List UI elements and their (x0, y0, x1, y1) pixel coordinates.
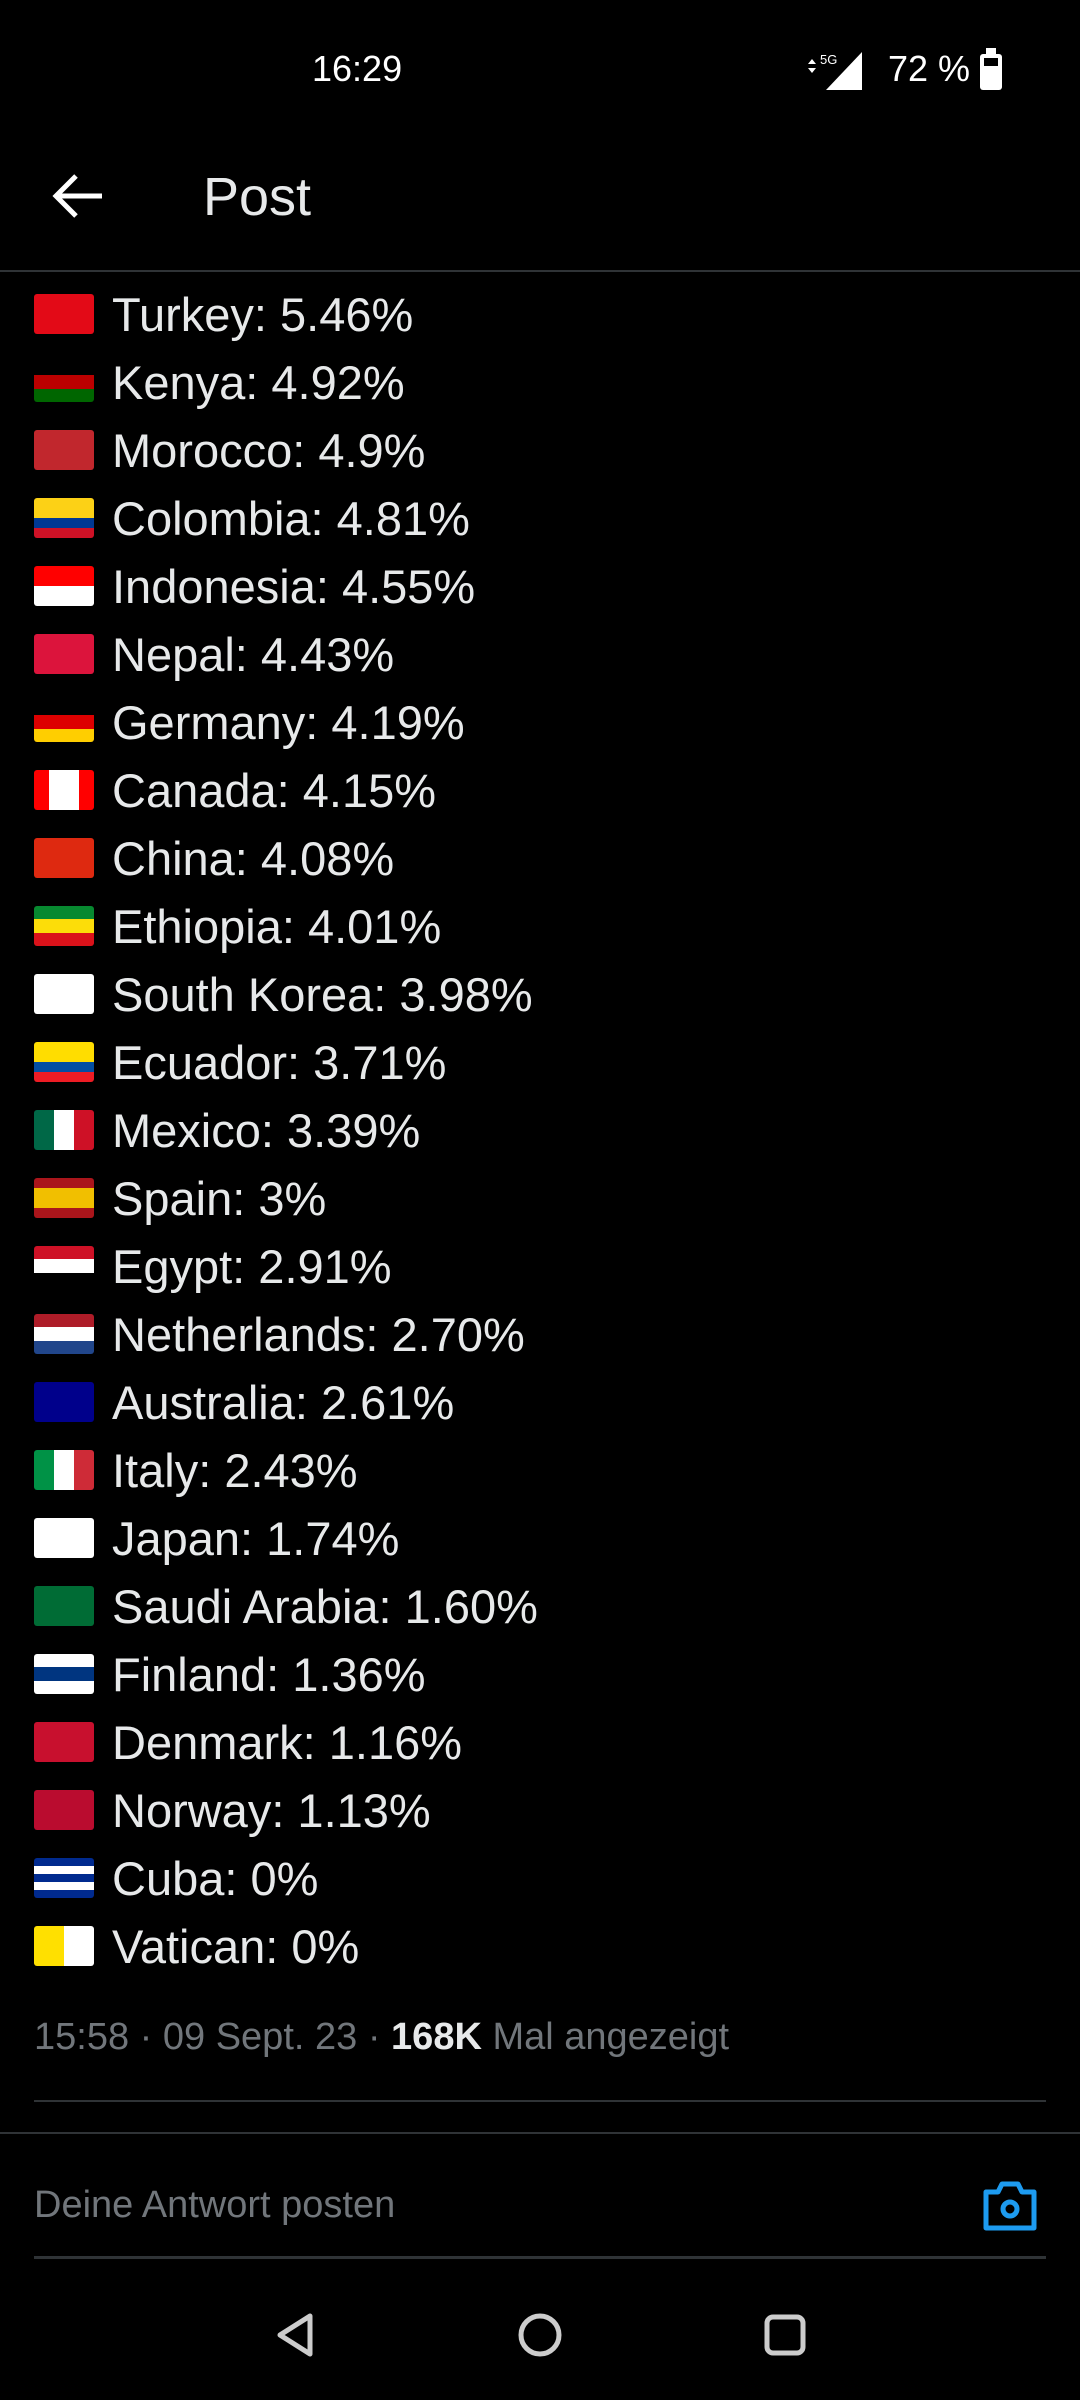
list-item: Colombia: 4.81% (34, 484, 1034, 552)
list-item: Norway: 1.13% (34, 1776, 1034, 1844)
signal-icon: 5G (808, 52, 862, 90)
flag-icon (34, 1450, 94, 1490)
item-label: Mexico: 3.39% (112, 1103, 421, 1157)
flag-icon (34, 1722, 94, 1762)
item-label: Cuba: 0% (112, 1851, 319, 1905)
list-item: Saudi Arabia: 1.60% (34, 1572, 1034, 1640)
list-item: Netherlands: 2.70% (34, 1300, 1034, 1368)
status-bar: 16:29 5G 72 % (0, 0, 1080, 140)
list-item: Japan: 1.74% (34, 1504, 1034, 1572)
camera-icon[interactable] (982, 2180, 1038, 2232)
item-label: Morocco: 4.9% (112, 423, 426, 477)
flag-icon (34, 1518, 94, 1558)
flag-icon (34, 1858, 94, 1898)
flag-icon (34, 294, 94, 334)
list-item: Turkey: 5.46% (34, 280, 1034, 348)
item-label: Turkey: 5.46% (112, 287, 414, 341)
battery-percent: 72 % (888, 48, 971, 89)
list-item: Kenya: 4.92% (34, 348, 1034, 416)
list-item: Mexico: 3.39% (34, 1096, 1034, 1164)
post-date[interactable]: 09 Sept. 23 (162, 2016, 358, 2058)
item-label: Saudi Arabia: 1.60% (112, 1579, 538, 1633)
flag-icon (34, 770, 94, 810)
flag-icon (34, 1586, 94, 1626)
arrow-left-icon[interactable] (50, 168, 110, 224)
list-item: Egypt: 2.91% (34, 1232, 1034, 1300)
flag-icon (34, 906, 94, 946)
home-circle-icon[interactable] (515, 2310, 565, 2360)
views-label: Mal angezeigt (492, 2016, 730, 2058)
reply-input[interactable]: Deine Antwort posten (34, 2184, 396, 2226)
status-time: 16:29 (312, 48, 403, 89)
flag-icon (34, 1382, 94, 1422)
svg-text:5G: 5G (820, 52, 837, 67)
list-item: Denmark: 1.16% (34, 1708, 1034, 1776)
flag-icon (34, 1790, 94, 1830)
item-label: Italy: 2.43% (112, 1443, 358, 1497)
list-item: Germany: 4.19% (34, 688, 1034, 756)
flag-icon (34, 1042, 94, 1082)
flag-icon (34, 634, 94, 674)
item-label: Nepal: 4.43% (112, 627, 395, 681)
top-bar: Post (0, 140, 1080, 272)
flag-icon (34, 702, 94, 742)
list-item: Ecuador: 3.71% (34, 1028, 1034, 1096)
item-label: South Korea: 3.98% (112, 967, 533, 1021)
post-text-list: Turkey: 5.46% Kenya: 4.92% Morocco: 4.9% Co… (34, 280, 1034, 1980)
flag-icon (34, 838, 94, 878)
list-item: South Korea: 3.98% (34, 960, 1034, 1028)
view-count: 168K (391, 2016, 482, 2058)
item-label: Germany: 4.19% (112, 695, 465, 749)
flag-icon (34, 1314, 94, 1354)
flag-icon (34, 1926, 94, 1966)
flag-icon (34, 1246, 94, 1286)
item-label: Indonesia: 4.55% (112, 559, 476, 613)
item-label: Japan: 1.74% (112, 1511, 400, 1565)
list-item: Indonesia: 4.55% (34, 552, 1034, 620)
battery-icon (980, 48, 1002, 90)
divider (34, 2256, 1046, 2259)
item-label: Ethiopia: 4.01% (112, 899, 442, 953)
back-triangle-icon[interactable] (270, 2310, 320, 2360)
page-title: Post (203, 167, 312, 227)
flag-icon (34, 1110, 94, 1150)
item-label: Norway: 1.13% (112, 1783, 431, 1837)
list-item: Ethiopia: 4.01% (34, 892, 1034, 960)
list-item: Spain: 3% (34, 1164, 1034, 1232)
item-label: Denmark: 1.16% (112, 1715, 463, 1769)
list-item: Cuba: 0% (34, 1844, 1034, 1912)
flag-icon (34, 974, 94, 1014)
flag-icon (34, 430, 94, 470)
divider (34, 2100, 1046, 2102)
item-label: Colombia: 4.81% (112, 491, 470, 545)
item-label: Egypt: 2.91% (112, 1239, 392, 1293)
list-item: China: 4.08% (34, 824, 1034, 892)
recents-square-icon[interactable] (760, 2310, 810, 2360)
list-item: Canada: 4.15% (34, 756, 1034, 824)
item-label: Spain: 3% (112, 1171, 327, 1225)
list-item: Australia: 2.61% (34, 1368, 1034, 1436)
item-label: Vatican: 0% (112, 1919, 360, 1973)
item-label: Canada: 4.15% (112, 763, 437, 817)
item-label: Australia: 2.61% (112, 1375, 455, 1429)
list-item: Vatican: 0% (34, 1912, 1034, 1980)
item-label: Finland: 1.36% (112, 1647, 426, 1701)
item-label: Ecuador: 3.71% (112, 1035, 447, 1089)
list-item: Nepal: 4.43% (34, 620, 1034, 688)
list-item: Morocco: 4.9% (34, 416, 1034, 484)
navigation-bar (0, 2300, 1080, 2400)
post-meta: 15:58 · 09 Sept. 23 · 168K Mal angezeigt (34, 2016, 730, 2058)
item-label: Kenya: 4.92% (112, 355, 405, 409)
flag-icon (34, 566, 94, 606)
flag-icon (34, 1654, 94, 1694)
item-label: China: 4.08% (112, 831, 395, 885)
flag-icon (34, 498, 94, 538)
flag-icon (34, 1178, 94, 1218)
post-time: 15:58 (34, 2016, 130, 2058)
list-item: Italy: 2.43% (34, 1436, 1034, 1504)
flag-icon (34, 362, 94, 402)
list-item: Finland: 1.36% (34, 1640, 1034, 1708)
item-label: Netherlands: 2.70% (112, 1307, 525, 1361)
divider (0, 2132, 1080, 2134)
